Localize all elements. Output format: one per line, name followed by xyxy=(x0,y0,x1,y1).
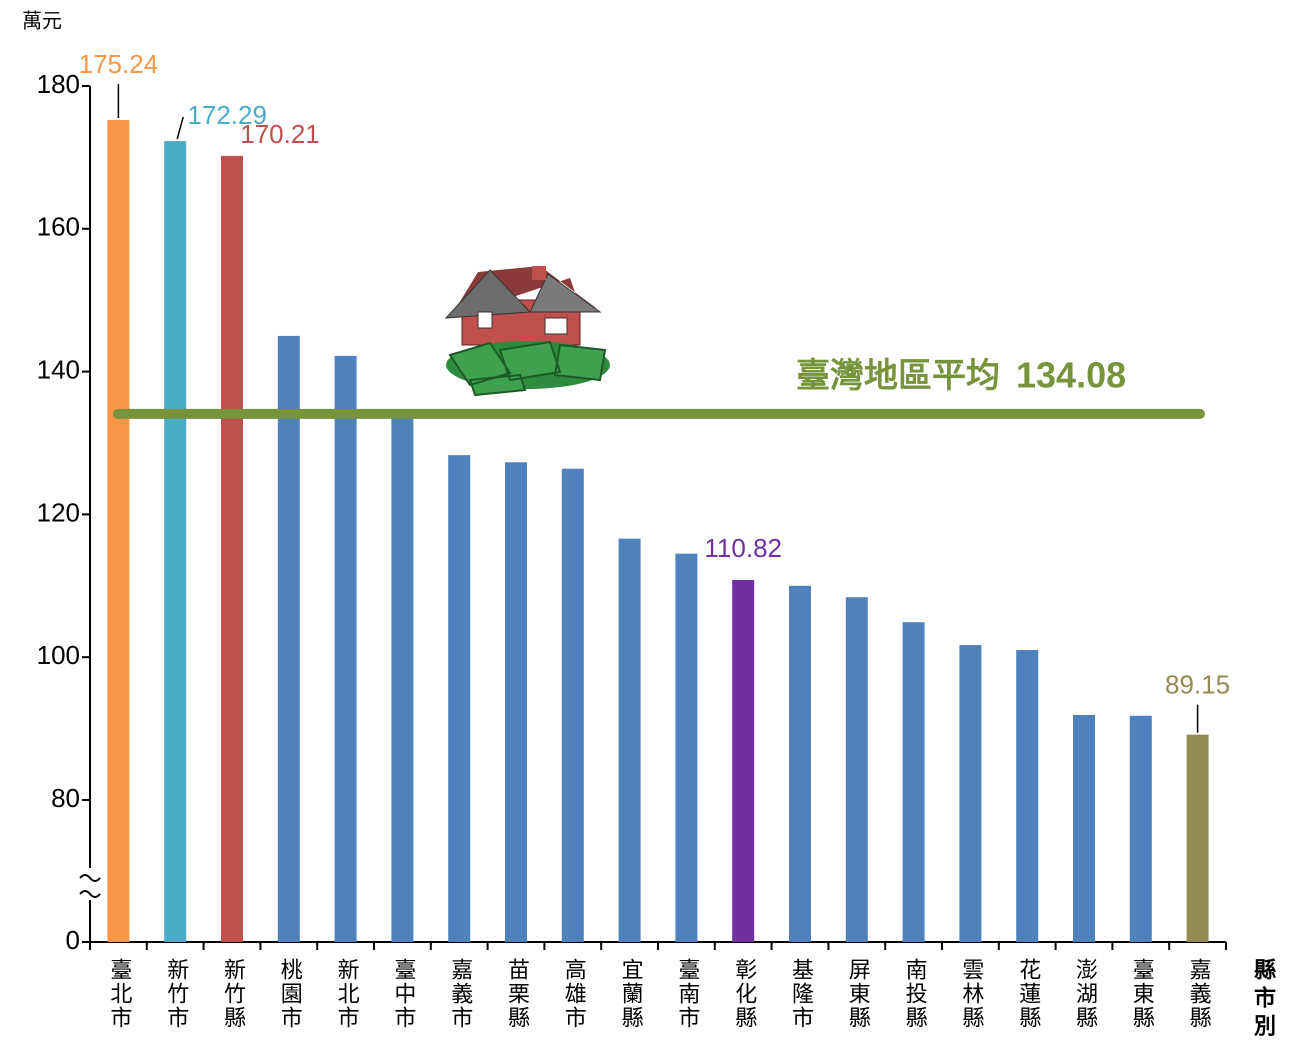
bar xyxy=(618,538,641,942)
bar xyxy=(561,468,584,942)
x-tick-label: 嘉義市 xyxy=(447,958,473,1030)
bar xyxy=(107,119,130,943)
bar xyxy=(505,462,527,942)
x-tick-label: 花蓮縣 xyxy=(1015,958,1041,1030)
x-tick-label: 屏東縣 xyxy=(845,958,871,1030)
x-tick-label: 澎湖縣 xyxy=(1072,958,1098,1030)
x-tick-label: 南投縣 xyxy=(902,958,928,1030)
bar xyxy=(277,335,300,942)
x-tick-label: 嘉義縣 xyxy=(1186,958,1212,1030)
x-tick-label: 宜蘭縣 xyxy=(618,958,644,1030)
x-tick-label: 臺中市 xyxy=(390,958,415,1030)
average-value: 134.08 xyxy=(1016,355,1126,396)
axis-break xyxy=(79,868,101,900)
bar xyxy=(959,645,982,942)
y-tick-label: 0 xyxy=(66,925,80,955)
bar xyxy=(845,597,868,942)
bar xyxy=(1016,650,1039,942)
x-tick-label: 高雄市 xyxy=(561,958,587,1030)
y-tick-label: 160 xyxy=(37,212,80,242)
x-tick-label: 雲林縣 xyxy=(958,958,984,1030)
y-tick-label: 140 xyxy=(37,354,80,384)
y-axis-title: 萬元 xyxy=(22,9,62,33)
x-tick-label: 新北市 xyxy=(334,958,360,1030)
bar xyxy=(675,553,698,942)
house-icon xyxy=(444,266,610,397)
x-tick-label: 臺南市 xyxy=(674,958,699,1030)
average-label: 臺灣地區平均 xyxy=(796,356,1000,396)
bar xyxy=(448,455,471,942)
value-label: 172.29 xyxy=(187,100,267,130)
x-axis-title: 縣市別 xyxy=(1250,958,1276,1042)
y-tick-label: 120 xyxy=(37,497,80,527)
x-tick-label: 苗栗縣 xyxy=(504,958,530,1030)
bar xyxy=(902,622,925,942)
x-tick-label: 臺東縣 xyxy=(1129,958,1155,1030)
bar xyxy=(789,585,811,942)
bar xyxy=(334,355,357,943)
x-tick-label: 基隆市 xyxy=(788,958,814,1030)
x-tick-label: 新竹市 xyxy=(163,958,189,1030)
x-tick-label: 臺北市 xyxy=(106,958,132,1030)
leader-line xyxy=(176,116,184,140)
bar xyxy=(1129,715,1152,942)
bar xyxy=(1073,715,1095,942)
value-label: 170.21 xyxy=(240,119,320,149)
y-tick-label: 80 xyxy=(51,783,80,813)
y-tick-label: 180 xyxy=(37,69,80,99)
x-tick-label: 彰化縣 xyxy=(731,958,757,1030)
bar xyxy=(732,579,755,942)
y-tick-label: 100 xyxy=(37,640,80,670)
value-label: 175.24 xyxy=(79,49,159,79)
value-label: 110.82 xyxy=(704,533,782,563)
value-label: 89.15 xyxy=(1165,670,1230,700)
bar xyxy=(164,141,187,943)
x-tick-label: 桃園市 xyxy=(277,958,303,1030)
bar xyxy=(221,155,243,942)
bar xyxy=(1186,734,1209,942)
bar xyxy=(391,415,414,942)
x-tick-label: 新竹縣 xyxy=(220,958,246,1030)
